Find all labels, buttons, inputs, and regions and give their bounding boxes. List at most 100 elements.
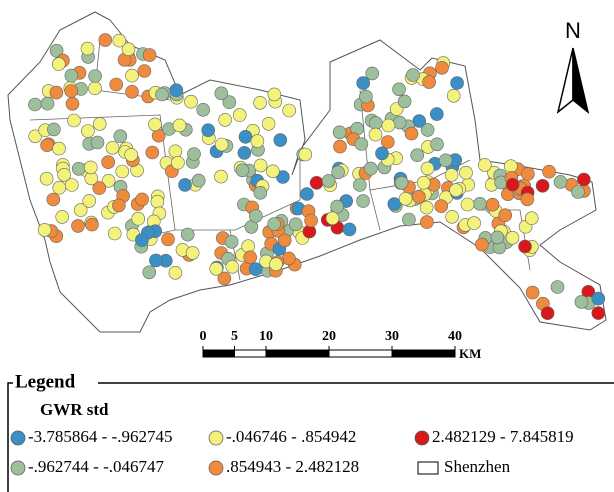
sample-point: [387, 197, 402, 211]
sample-point: [402, 212, 416, 227]
scale-label: 30: [385, 329, 399, 344]
sample-point: [397, 94, 412, 109]
sample-point: [520, 192, 535, 207]
sample-point: [49, 43, 64, 58]
sample-point: [71, 219, 85, 233]
scale-segment: [265, 349, 330, 358]
sample-point: [250, 134, 265, 148]
legend-items: -3.785864 - -.962745 -.046746 - .854942 2.…: [10, 427, 574, 476]
sample-point: [249, 209, 263, 223]
sample-point: [131, 211, 145, 226]
sample-point: [574, 295, 589, 309]
sample-point: [282, 251, 296, 266]
sample-point: [172, 118, 187, 133]
sample-point: [444, 168, 459, 182]
sample-point: [412, 114, 427, 128]
sample-point: [571, 185, 585, 199]
sample-point: [524, 211, 539, 225]
sample-point: [52, 141, 66, 156]
sample-point: [475, 237, 489, 252]
scale-label: 10: [259, 329, 273, 344]
north-arrow: N: [556, 18, 590, 114]
sample-point: [248, 262, 263, 277]
scale-label: 20: [322, 329, 336, 344]
sample-point: [232, 108, 247, 122]
sample-point: [235, 163, 250, 178]
sample-point: [420, 161, 435, 176]
sample-point: [420, 123, 435, 137]
sample-point: [446, 89, 461, 103]
sample-point: [266, 164, 280, 179]
legend-title: Legend: [15, 371, 76, 392]
sample-point: [81, 124, 95, 138]
sample-point: [80, 41, 95, 56]
sample-point: [422, 75, 436, 89]
sample-point: [88, 69, 102, 83]
sample-point: [359, 89, 373, 104]
scale-label: 5: [231, 329, 238, 344]
sample-point: [149, 253, 163, 268]
scale-label: 40: [448, 329, 462, 344]
sample-point: [356, 194, 370, 208]
sample-point: [365, 66, 380, 81]
sample-point: [419, 200, 434, 215]
sample-point: [46, 192, 61, 207]
legend-frame: [7, 382, 614, 492]
sample-point: [55, 210, 70, 224]
sample-point: [253, 96, 267, 110]
sample-point: [92, 117, 107, 131]
sample-point: [142, 265, 157, 280]
sample-point: [37, 223, 52, 237]
sample-point: [394, 176, 409, 190]
sample-point: [261, 117, 276, 131]
sample-point: [124, 148, 138, 162]
sample-point: [410, 148, 425, 162]
scale-segment: [391, 349, 456, 358]
sample-point: [392, 82, 406, 97]
sample-point: [237, 146, 252, 160]
sample-point: [92, 181, 107, 195]
sample-point: [460, 197, 475, 212]
sample-point: [591, 291, 606, 306]
sample-point: [540, 306, 555, 321]
sample-point: [381, 118, 396, 133]
sample-point: [429, 107, 444, 121]
sample-point: [267, 217, 281, 231]
sample-point: [185, 246, 200, 260]
sample-point: [521, 167, 535, 181]
sample-point: [135, 192, 149, 207]
legend-swatch: [414, 430, 430, 446]
sample-point: [49, 85, 64, 100]
sample-point: [155, 87, 169, 102]
sample-point: [503, 159, 518, 173]
sample-point: [225, 259, 240, 274]
sample-point: [591, 306, 606, 320]
sample-point: [98, 33, 113, 47]
sample-point: [304, 213, 318, 228]
sample-point: [28, 129, 43, 144]
sample-point: [142, 48, 157, 62]
sample-point: [90, 135, 105, 150]
sample-point: [40, 138, 54, 152]
legend-field: GWR std: [40, 400, 109, 419]
sample-point: [214, 86, 229, 101]
sample-point: [553, 175, 568, 189]
sample-point: [550, 280, 565, 294]
sample-point: [65, 178, 79, 192]
sample-point: [73, 203, 88, 217]
sample-point: [47, 122, 61, 137]
sample-point: [505, 177, 520, 192]
sample-point: [64, 84, 78, 98]
sample-point: [331, 165, 345, 180]
sample-point: [542, 164, 556, 179]
sample-point: [505, 231, 520, 245]
sample-point: [375, 146, 389, 161]
sample-point: [184, 94, 198, 109]
sample-point: [420, 215, 434, 229]
sample-point: [380, 135, 395, 149]
sample-point: [445, 210, 459, 224]
sample-point: [135, 233, 149, 247]
sample-point: [325, 211, 340, 226]
sample-point: [412, 189, 426, 204]
sample-point: [434, 199, 449, 213]
